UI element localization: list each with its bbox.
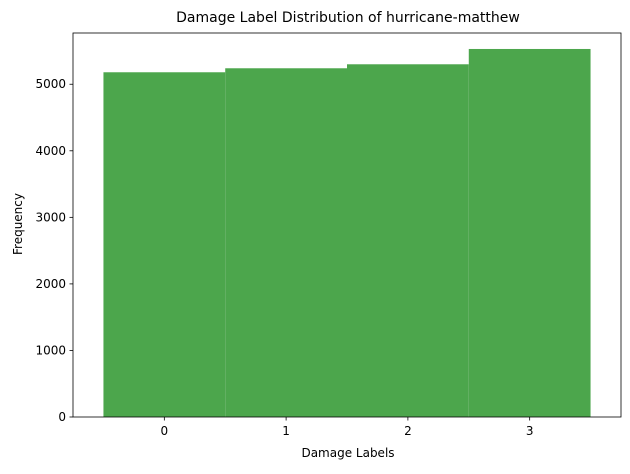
chart-title: Damage Label Distribution of hurricane-m…	[176, 10, 520, 26]
bars-layer	[103, 48, 591, 418]
x-tick-label: 2	[404, 424, 412, 438]
y-tick-label: 0	[58, 410, 66, 424]
x-tick-label: 3	[526, 424, 534, 438]
y-tick-label: 2000	[35, 277, 66, 291]
plot-frame	[72, 32, 622, 418]
x-tick-label: 0	[161, 424, 169, 438]
bar-0	[103, 72, 226, 417]
y-tick-label: 4000	[35, 144, 66, 158]
y-tick-label: 3000	[35, 210, 66, 224]
bar-3	[468, 48, 591, 418]
x-axis-label: Damage Labels	[301, 446, 394, 460]
y-axis-label: Frequency	[11, 193, 25, 255]
axes-layer: 0 1000 2000 3000 4000 5000 0 1 2 3	[35, 32, 622, 438]
bar-2	[347, 64, 469, 418]
y-tick-label: 1000	[35, 343, 66, 357]
bar-1	[225, 68, 347, 417]
x-tick-label: 1	[282, 424, 290, 438]
y-tick-label: 5000	[35, 77, 66, 91]
